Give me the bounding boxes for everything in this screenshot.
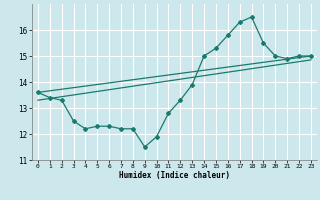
X-axis label: Humidex (Indice chaleur): Humidex (Indice chaleur) <box>119 171 230 180</box>
